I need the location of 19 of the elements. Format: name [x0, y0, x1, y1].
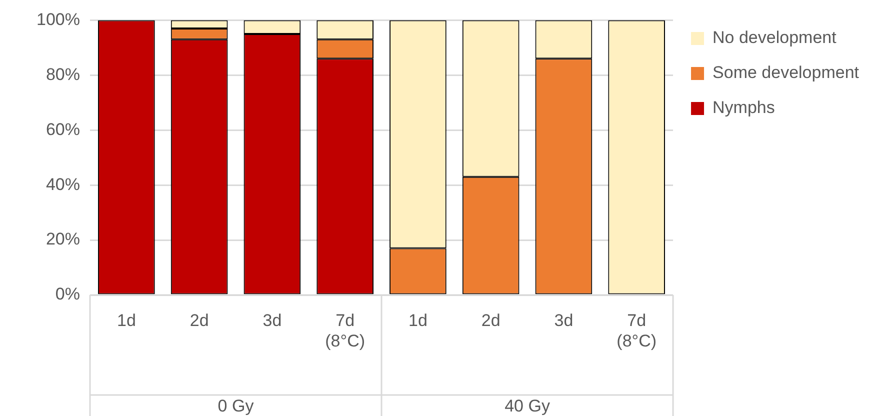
x-tick-label: 7d (8°C)	[616, 310, 657, 350]
x-tick-label: 3d	[554, 310, 574, 330]
legend-label: Some development	[712, 63, 860, 82]
x-tick-label: 2d	[481, 310, 500, 330]
y-tick-label: 20%	[46, 230, 80, 249]
x-tick-label: 1d	[116, 310, 136, 330]
legend-label: No development	[712, 28, 837, 48]
x-tick-label: 2d	[190, 310, 209, 330]
x-tick-label: 7d (8°C)	[325, 310, 366, 350]
y-tick-label: 0%	[55, 284, 80, 304]
text: 40 Gy	[504, 396, 550, 416]
text: 0 Gy	[218, 396, 254, 416]
y-tick-label: 100%	[36, 10, 80, 29]
y-tick-label: 60%	[46, 120, 80, 139]
x-tick-label: 1d	[408, 310, 428, 330]
y-tick-label: 80%	[46, 64, 80, 84]
y-tick-label: 40%	[46, 174, 80, 194]
x-tick-label: 3d	[262, 310, 282, 330]
legend-label: Nymphs	[712, 98, 775, 118]
